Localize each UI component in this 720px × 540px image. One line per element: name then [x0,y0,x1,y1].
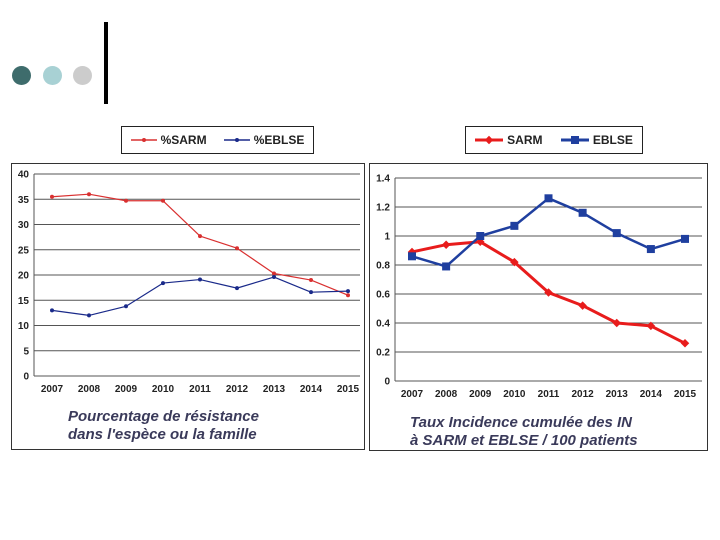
chart-right-ytick-label-0: 0 [384,377,390,388]
chart-left-ytick-label-0: 0 [23,372,29,383]
decor-dot-1 [12,66,31,85]
chart-right-series-sarm-point-4 [544,288,553,297]
chart-left-series-pct-eblse-point-2 [124,304,128,309]
chart-left-series-pct-eblse-line [51,276,349,316]
chart-left-series-pct-eblse-point-8 [346,289,350,294]
chart-right-frame [369,163,708,451]
chart-right-xtick-label-3: 2010 [503,389,526,400]
chart-right-ytick-label-3: 0.6 [376,290,390,301]
chart-right-xtick-label-6: 2013 [606,389,629,400]
chart-left-series-pct-sarm-point-3 [161,198,165,203]
chart-left-series-pct-eblse-point-3 [161,281,165,286]
legend-right-eblse: EBLSE [560,133,633,147]
chart-left-ytick-label-4: 20 [18,271,30,282]
chart-left-series-pct-eblse-point-6 [272,275,276,280]
chart-right-ytick-label-1: 0.2 [376,348,390,359]
chart-right-xtick-label-0: 2007 [401,389,424,400]
chart-left-series-pct-sarm-point-7 [309,278,313,283]
chart-right-series-eblse-point-7 [646,245,655,254]
chart-right-series-eblse-point-4 [544,194,553,203]
chart-right-series-sarm-point-3 [510,257,519,267]
chart-left-ytick-label-2: 10 [18,321,30,332]
legend-left-sarm-swatch [130,138,157,142]
chart-left-xtick-label-4: 2011 [189,384,211,395]
chart-right-series-eblse-point-6 [612,229,621,238]
chart-right-xtick-label-2: 2009 [469,389,492,400]
legend-left-eblse-label: %EBLSE [253,133,305,147]
chart-left-series-pct-sarm-point-2 [124,198,128,203]
chart-left-series-pct-sarm-point-5 [235,246,239,251]
chart-left-ytick-label-1: 5 [23,346,29,357]
chart-left-xtick-label-6: 2013 [263,384,286,395]
caption-right-line-1: Taux Incidence cumulée des IN [410,414,633,431]
legend-left-eblse-swatch [223,138,250,142]
chart-right-ytick-label-7: 1.4 [376,174,390,185]
chart-right-series-eblse-point-2 [476,232,485,240]
legend-right-sarm-swatch [475,135,504,145]
caption-right: Taux Incidence cumulée des IN à SARM et … [410,414,638,450]
chart-right-xtick-label-7: 2014 [640,389,663,400]
chart-left-xtick-label-7: 2014 [300,384,323,395]
caption-left: Pourcentage de résistance dans l'espèce … [68,408,259,444]
legend-right: SARM EBLSE [465,126,643,154]
chart-left-ytick-label-8: 40 [18,170,30,181]
chart-left-series-pct-sarm-point-0 [50,194,54,199]
chart-left-series-pct-eblse-point-0 [50,308,54,313]
legend-left-sarm-label: %SARM [160,133,207,147]
chart-left-series-pct-eblse-point-5 [235,286,239,291]
chart-left-ytick-label-3: 15 [18,296,30,307]
chart-right-series-sarm-point-8 [680,339,690,348]
legend-left-eblse: %EBLSE [223,133,305,147]
chart-left-xtick-label-3: 2010 [152,384,175,395]
legend-right-sarm-label: SARM [507,133,543,147]
chart-right-xtick-label-5: 2012 [572,389,595,400]
chart-left-xtick-label-0: 2007 [41,384,64,395]
chart-right-xtick-label-8: 2015 [674,389,697,400]
caption-left-line-1: Pourcentage de résistance [68,408,259,425]
chart-right-series-eblse-point-1 [442,262,451,271]
decor-divider [104,22,108,104]
chart-left-series-pct-sarm-point-6 [272,271,276,276]
chart-left-ytick-label-7: 35 [18,195,30,206]
chart-right-xtick-label-4: 2011 [538,389,560,400]
chart-right-series-sarm-point-5 [578,301,587,310]
chart-left-series-pct-eblse-point-4 [198,277,202,282]
chart-right-xtick-label-1: 2008 [435,389,458,400]
chart-left-series-pct-sarm-point-8 [346,293,350,298]
chart-left-series-pct-eblse-point-7 [309,290,313,295]
chart-right-series-eblse-point-5 [578,208,587,217]
chart-right-series-eblse-point-3 [510,221,519,230]
legend-left: %SARM %EBLSE [121,126,314,154]
chart-right-series-eblse-point-8 [681,234,689,243]
chart-right-series-eblse-point-0 [408,252,416,261]
chart-right-ytick-label-5: 1 [384,232,390,243]
legend-right-eblse-swatch [560,136,589,144]
chart-right-ytick-label-6: 1.2 [376,203,390,214]
legend-left-sarm: %SARM [130,133,207,147]
chart-left-ytick-label-5: 25 [18,245,30,256]
chart-left-frame [11,163,365,450]
chart-right-series-sarm-point-7 [646,321,656,331]
chart-right-ytick-label-4: 0.8 [376,261,390,272]
chart-left-series-pct-sarm-point-1 [87,192,91,197]
legend-right-sarm: SARM [475,133,543,147]
chart-left-xtick-label-8: 2015 [337,384,360,395]
decor-dot-2 [43,66,62,85]
chart-left-series-pct-eblse-point-1 [87,313,91,318]
chart-right-series-sarm-point-1 [441,240,451,249]
chart-left-ytick-label-6: 30 [18,220,30,231]
chart-left-series-pct-sarm-point-4 [198,234,202,239]
chart-right-series-eblse-line [411,197,686,268]
chart-right-series-sarm-point-6 [612,318,621,328]
decor-dot-3 [73,66,92,85]
chart-left-xtick-label-1: 2008 [78,384,101,395]
legend-right-eblse-label: EBLSE [592,133,633,147]
caption-right-line-2: à SARM et EBLSE / 100 patients [410,432,638,449]
chart-left-xtick-label-2: 2009 [115,384,138,395]
chart-right-ytick-label-2: 0.4 [376,319,390,330]
chart-left-xtick-label-5: 2012 [226,384,249,395]
caption-left-line-2: dans l'espèce ou la famille [68,426,257,443]
